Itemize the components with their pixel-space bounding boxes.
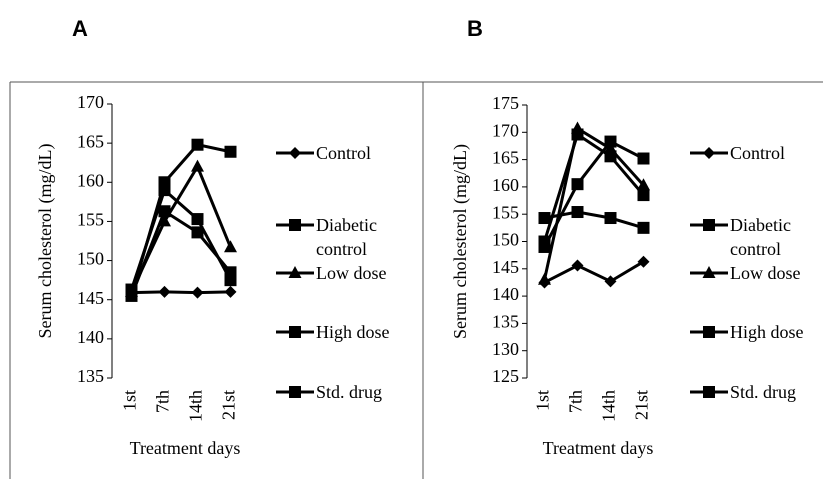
x-axis-title: Treatment days — [130, 438, 241, 458]
marker — [158, 285, 171, 298]
panel-label: B — [467, 16, 483, 41]
marker — [224, 240, 237, 253]
legend-label: Std. drug — [316, 382, 383, 402]
y-axis-title: Serum cholesterol (mg/dL) — [450, 144, 471, 339]
marker — [191, 159, 204, 172]
y-tick-label: 140 — [492, 284, 519, 304]
marker — [158, 184, 171, 197]
legend-marker — [288, 266, 302, 278]
y-tick-label: 150 — [492, 230, 519, 250]
marker — [191, 138, 204, 151]
y-tick-label: 155 — [77, 210, 104, 230]
legend-marker — [289, 386, 301, 398]
marker — [637, 255, 650, 268]
y-tick-label: 150 — [77, 249, 104, 269]
legend-label: Diabetic control — [316, 215, 377, 259]
y-tick-label: 145 — [77, 288, 104, 308]
series-line — [544, 210, 644, 230]
x-tick-label: 7th — [153, 390, 173, 413]
marker — [538, 212, 551, 225]
marker — [604, 135, 617, 148]
marker — [571, 178, 584, 191]
marker — [571, 259, 584, 272]
y-tick-label: 155 — [492, 202, 519, 222]
marker — [637, 221, 650, 234]
marker — [604, 150, 617, 163]
marker — [224, 274, 237, 287]
marker — [538, 235, 551, 248]
marker — [538, 272, 551, 285]
marker — [191, 226, 204, 239]
marker — [637, 152, 650, 165]
legend-marker — [289, 147, 301, 159]
x-tick-label: 1st — [120, 390, 140, 411]
marker — [604, 275, 617, 288]
marker — [158, 214, 171, 227]
marker — [637, 189, 650, 202]
marker — [571, 206, 584, 219]
legend-marker — [289, 219, 301, 231]
y-tick-label: 175 — [492, 93, 519, 113]
x-tick-label: 1st — [533, 390, 553, 411]
x-axis-title: Treatment days — [543, 438, 654, 458]
series-line — [543, 132, 645, 242]
x-tick-label: 14th — [599, 390, 619, 422]
marker — [224, 285, 237, 298]
marker — [125, 283, 138, 296]
legend-marker — [703, 219, 715, 231]
y-tick-label: 145 — [492, 257, 519, 277]
series-line — [131, 290, 231, 295]
marker — [224, 145, 237, 158]
legend-marker — [702, 266, 716, 278]
marker — [191, 213, 204, 226]
y-tick-label: 165 — [492, 148, 519, 168]
legend-label: Control — [730, 143, 786, 163]
series-line — [543, 260, 645, 284]
y-tick-label: 165 — [77, 131, 104, 151]
legend-marker — [703, 326, 715, 338]
y-tick-label: 170 — [492, 120, 519, 140]
legend-label: Std. drug — [730, 382, 797, 402]
legend-label: Diabetic control — [730, 215, 791, 259]
marker — [604, 212, 617, 225]
legend-marker — [289, 326, 301, 338]
y-tick-label: 140 — [77, 327, 104, 347]
y-tick-label: 160 — [492, 175, 519, 195]
y-axis-title: Serum cholesterol (mg/dL) — [35, 144, 56, 339]
legend-label: Control — [316, 143, 372, 163]
legend-marker — [703, 386, 715, 398]
y-tick-label: 170 — [77, 92, 104, 112]
y-tick-label: 135 — [77, 366, 104, 386]
series-line — [543, 126, 645, 281]
legend-label: Low dose — [316, 263, 387, 283]
x-tick-label: 7th — [566, 390, 586, 413]
y-tick-label: 125 — [492, 366, 519, 386]
legend-marker — [703, 147, 715, 159]
y-tick-label: 160 — [77, 170, 104, 190]
marker — [571, 128, 584, 141]
y-tick-label: 135 — [492, 312, 519, 332]
x-tick-label: 21st — [632, 390, 652, 420]
legend-label: Low dose — [730, 263, 801, 283]
panel-label: A — [72, 16, 88, 41]
series-line — [130, 163, 232, 293]
legend-label: High dose — [730, 322, 804, 342]
x-tick-label: 21st — [219, 390, 239, 420]
marker — [637, 178, 650, 191]
legend-label: High dose — [316, 322, 390, 342]
y-tick-label: 130 — [492, 339, 519, 359]
series-line — [130, 187, 232, 291]
marker — [191, 286, 204, 299]
x-tick-label: 14th — [186, 390, 206, 422]
